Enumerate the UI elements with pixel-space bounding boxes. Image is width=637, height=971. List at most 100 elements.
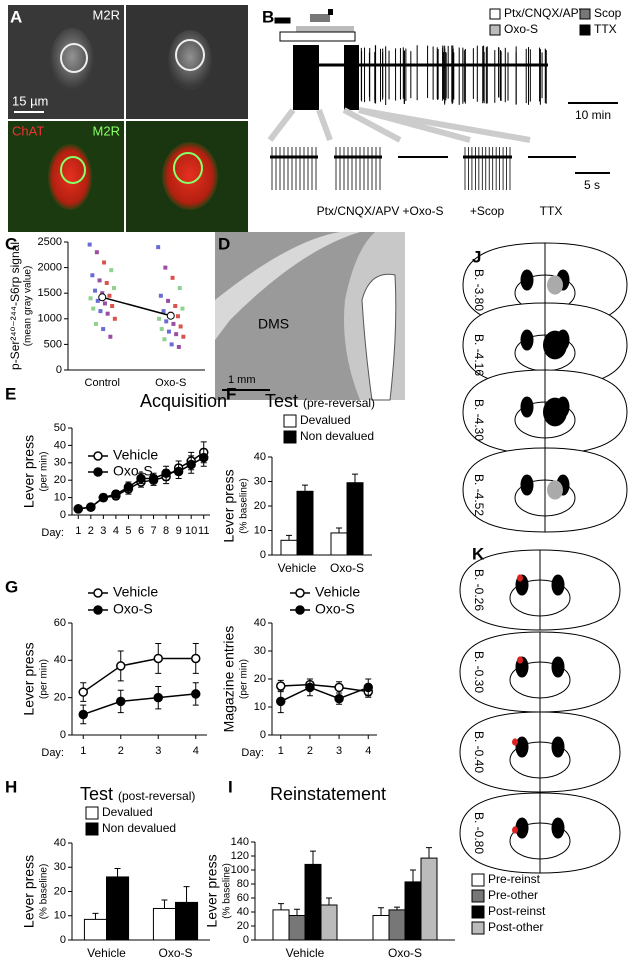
legend-marker xyxy=(295,605,305,615)
lesion xyxy=(543,330,567,360)
y-tick-label: 20 xyxy=(54,692,66,704)
point xyxy=(156,245,161,250)
y-tick-label: 40 xyxy=(54,837,66,849)
lesion xyxy=(512,826,518,834)
x-tick-label: 3 xyxy=(100,525,106,537)
error-bar xyxy=(92,912,99,920)
panel-label: K xyxy=(472,544,485,563)
point xyxy=(98,309,103,314)
y-tick-label: 40 xyxy=(237,906,249,918)
point xyxy=(174,332,179,337)
marker xyxy=(123,482,134,492)
x-tick-label: Oxo-S xyxy=(388,946,422,960)
error-bar xyxy=(278,903,284,910)
micrographs-a xyxy=(8,5,248,232)
panel-label: H xyxy=(5,777,17,796)
y-tick-label: 0 xyxy=(260,549,266,561)
point xyxy=(102,260,107,265)
x-tick-label: 2 xyxy=(88,525,94,537)
image-label: M2R xyxy=(93,7,120,22)
panel-label: I xyxy=(228,777,233,796)
y-tick-label: 10 xyxy=(254,524,266,536)
point xyxy=(112,316,117,321)
legend-label: Vehicle xyxy=(113,584,158,600)
y-tick-label: 30 xyxy=(54,457,66,469)
bar xyxy=(175,901,199,941)
y-tick-label: 10 xyxy=(254,701,266,713)
y-tick-label: 40 xyxy=(54,654,66,666)
y-tick-label: 0 xyxy=(60,934,66,946)
y-tick-label: 140 xyxy=(231,836,249,848)
x-tick-label: 1 xyxy=(75,525,81,537)
x-tick-label: 4 xyxy=(365,745,371,757)
marker xyxy=(276,696,286,707)
ventricle xyxy=(520,269,534,291)
trace-label: +Scop xyxy=(470,204,505,218)
legend-label: Ptx/CNQX/APV xyxy=(504,6,587,20)
y-tick-label: 20 xyxy=(254,673,266,685)
bar xyxy=(280,539,298,556)
panel-label: D xyxy=(218,234,230,253)
y-axis-sublabel: (per min) xyxy=(39,659,50,699)
x-tick-label: Vehicle xyxy=(278,561,317,575)
point xyxy=(158,293,163,298)
marker xyxy=(153,653,163,664)
legend-label: Non devalued xyxy=(102,821,176,835)
marker xyxy=(363,682,373,693)
section-label: B. -0.30 xyxy=(472,651,486,693)
trace-label: Ptx/CNQX/APV xyxy=(317,204,400,218)
scale-label: 1 mm xyxy=(228,374,256,386)
lesion xyxy=(517,656,523,664)
x-tick-label: Vehicle xyxy=(87,946,126,960)
marker xyxy=(148,473,159,484)
y-tick-label: 40 xyxy=(54,439,66,451)
marker xyxy=(198,452,209,463)
chart-title: Test xyxy=(265,391,298,411)
structure xyxy=(509,579,571,617)
legend-label: Devalued xyxy=(102,805,153,819)
y-tick-label: 20 xyxy=(254,500,266,512)
marker xyxy=(334,682,344,693)
section-label: B. -4.16 xyxy=(472,334,486,376)
line xyxy=(82,657,196,693)
y-tick-label: 0 xyxy=(60,509,66,521)
scale-label: 15 µm xyxy=(12,93,48,108)
legend-swatch xyxy=(489,24,501,36)
point xyxy=(91,306,96,311)
point xyxy=(97,278,102,283)
point xyxy=(157,316,162,321)
section-label: B. -4.30 xyxy=(472,399,486,441)
point xyxy=(105,311,110,316)
y-tick-label: 60 xyxy=(54,617,66,629)
y-axis-sublabel: (% baseline) xyxy=(39,864,50,920)
error-bar xyxy=(352,473,358,483)
marker xyxy=(173,466,184,477)
point xyxy=(100,291,105,296)
legend-marker xyxy=(93,451,103,461)
legend-label: Oxo-S xyxy=(504,22,538,36)
point xyxy=(87,242,92,247)
y-axis-label: Lever press xyxy=(204,854,220,927)
marker xyxy=(78,709,88,720)
point xyxy=(175,314,180,319)
ventricle xyxy=(515,736,529,758)
marker xyxy=(73,504,84,514)
error-bar xyxy=(161,899,168,909)
marker xyxy=(136,473,146,484)
legend-label: Scop xyxy=(594,6,622,20)
y-tick-label: 10 xyxy=(54,492,66,504)
legend-label: Devalued xyxy=(300,413,351,427)
y-axis-label: Magazine entries xyxy=(221,626,237,733)
line xyxy=(83,693,196,716)
marker xyxy=(111,489,121,499)
legend-swatch xyxy=(579,24,591,36)
bar xyxy=(330,532,348,556)
x-tick-label: 2 xyxy=(307,745,313,757)
chart-title: Test xyxy=(80,784,113,804)
y-tick-label: 30 xyxy=(254,645,266,657)
legend-swatch xyxy=(283,414,297,428)
mean-marker xyxy=(98,293,107,302)
panel-label: G xyxy=(5,577,18,596)
ventricle xyxy=(551,817,565,839)
